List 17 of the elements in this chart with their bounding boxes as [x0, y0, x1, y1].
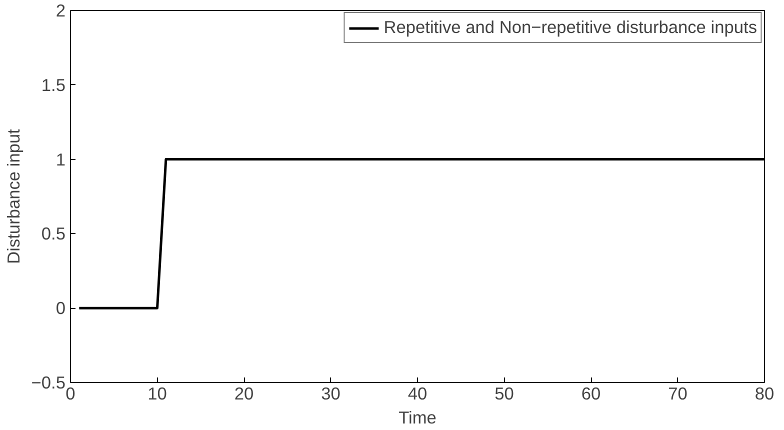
y-tick-label: 1 — [56, 149, 66, 170]
y-tick-label: 0 — [56, 298, 66, 318]
y-tick-label: −0.5 — [31, 372, 66, 392]
x-tick-label: 80 — [754, 384, 774, 404]
x-tick-label: 10 — [148, 384, 167, 404]
x-tick-label: 20 — [234, 384, 254, 404]
legend-label: Repetitive and Non−repetitive disturbance inputs — [384, 17, 757, 38]
x-tick-label: 30 — [321, 384, 340, 404]
y-tick-label: 2 — [56, 0, 66, 20]
x-axis-title: Time — [398, 408, 436, 428]
y-tick-label: 1.5 — [41, 74, 66, 95]
x-tick-label: 60 — [581, 384, 601, 404]
x-tick-label: 50 — [494, 384, 514, 404]
y-axis-title: Disturbance input — [3, 128, 24, 264]
y-tick-label: 0.5 — [41, 224, 66, 244]
x-tick-label: 40 — [408, 384, 428, 404]
x-tick-label: 70 — [668, 384, 688, 404]
